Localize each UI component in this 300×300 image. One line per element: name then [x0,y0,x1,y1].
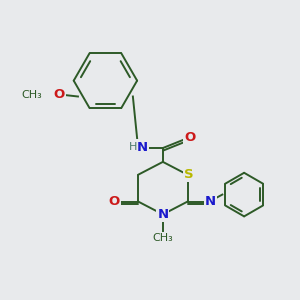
Text: CH₃: CH₃ [22,89,42,100]
Text: O: O [53,88,65,101]
Text: O: O [109,195,120,208]
Text: H: H [129,142,137,152]
Text: N: N [157,208,168,221]
Text: N: N [205,195,216,208]
Text: O: O [184,130,195,144]
Text: N: N [136,140,148,154]
Text: CH₃: CH₃ [152,233,173,243]
Text: S: S [184,168,194,181]
